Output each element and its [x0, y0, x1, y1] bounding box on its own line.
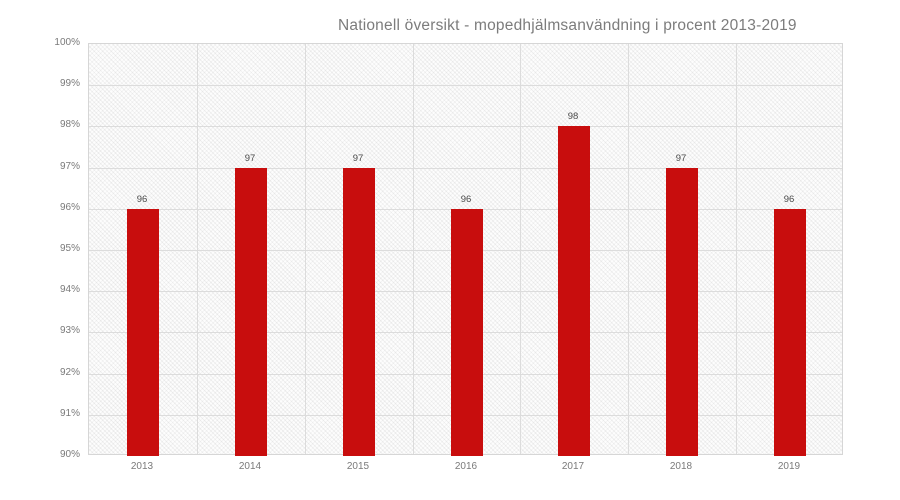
x-tick-label: 2015 — [346, 461, 370, 472]
gridline-v — [197, 44, 198, 454]
y-tick-label: 94% — [59, 284, 80, 296]
x-tick-label: 2019 — [777, 461, 801, 472]
y-tick-label: 92% — [59, 366, 80, 378]
x-tick-label: 2013 — [130, 461, 154, 472]
bar-value-label: 96 — [783, 194, 795, 205]
gridline-v — [520, 44, 521, 454]
y-tick-label: 98% — [59, 119, 80, 131]
y-tick-label: 96% — [59, 201, 80, 213]
bar-2014 — [235, 168, 267, 456]
x-tick-label: 2017 — [561, 461, 585, 472]
y-tick-label: 90% — [59, 449, 80, 460]
gridline-v — [305, 44, 306, 454]
gridline-v — [413, 44, 414, 454]
bar-2016 — [451, 209, 483, 456]
bar-value-label: 96 — [136, 194, 148, 205]
bar-value-label: 98 — [567, 111, 579, 122]
bar-value-label: 97 — [352, 153, 364, 164]
chart-title: Nationell översikt - mopedhjälmsanvändni… — [338, 17, 797, 34]
y-tick-label: 100% — [54, 37, 80, 48]
y-tick-label: 99% — [59, 78, 80, 90]
gridline-h — [89, 85, 842, 87]
x-tick-label: 2018 — [669, 461, 693, 472]
y-tick-label: 93% — [59, 325, 80, 337]
bar-2015 — [343, 168, 375, 456]
bar-2013 — [127, 209, 159, 456]
bar-2017 — [558, 126, 590, 456]
bar-value-label: 97 — [244, 153, 256, 164]
x-tick-label: 2014 — [238, 461, 262, 472]
gridline-h — [89, 167, 842, 169]
y-tick-label: 97% — [59, 160, 80, 172]
bar-value-label: 96 — [460, 194, 472, 205]
gridline-v — [736, 44, 737, 454]
gridline-h — [89, 126, 842, 128]
bar-2019 — [774, 209, 806, 456]
bar-2018 — [666, 168, 698, 456]
bar-value-label: 97 — [675, 153, 687, 164]
x-tick-label: 2016 — [454, 461, 478, 472]
y-tick-label: 91% — [59, 407, 80, 419]
plot-area — [88, 43, 843, 456]
gridline-v — [628, 44, 629, 454]
y-tick-label: 95% — [59, 243, 80, 254]
